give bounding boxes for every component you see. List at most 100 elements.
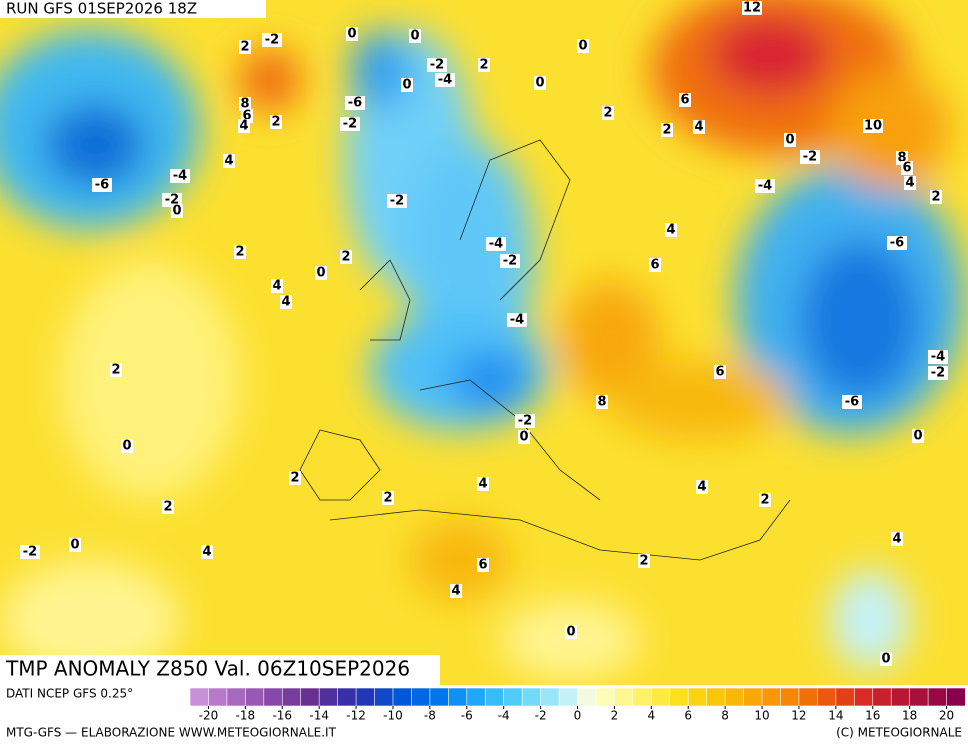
contour-label: -4 bbox=[510, 313, 524, 328]
label-bg bbox=[289, 471, 301, 485]
contour-label: 2 bbox=[383, 491, 392, 506]
color-swatch bbox=[392, 687, 413, 707]
contour-label: 2 bbox=[931, 190, 940, 205]
contour-label: 4 bbox=[697, 480, 706, 495]
color-swatch bbox=[337, 687, 357, 707]
label-bg bbox=[863, 119, 883, 133]
label-bg bbox=[477, 477, 489, 491]
label-bg bbox=[409, 29, 421, 43]
label-bg bbox=[565, 625, 577, 639]
label-bg bbox=[679, 93, 691, 107]
label-bg bbox=[500, 254, 520, 268]
label-bg bbox=[661, 123, 673, 137]
label-bg bbox=[110, 363, 122, 377]
color-swatch bbox=[890, 687, 911, 707]
label-bg bbox=[842, 395, 862, 409]
label-bg bbox=[387, 194, 407, 208]
colorbar-tick-label: -20 bbox=[199, 709, 219, 723]
label-bg bbox=[534, 76, 546, 90]
colorbar-tick-label: 2 bbox=[611, 709, 619, 723]
label-bg bbox=[912, 429, 924, 443]
contour-label: 0 bbox=[566, 625, 575, 640]
contour-label: 6 bbox=[902, 161, 911, 176]
label-bg bbox=[170, 169, 190, 183]
label-bg bbox=[904, 176, 916, 190]
contour-label: 0 bbox=[881, 652, 890, 667]
color-swatch bbox=[743, 687, 763, 707]
contour-label: 0 bbox=[402, 78, 411, 93]
contour-label: -6 bbox=[890, 236, 904, 251]
colorbar-tick-label: 20 bbox=[939, 709, 954, 723]
label-bg bbox=[507, 313, 527, 327]
title-box bbox=[0, 655, 440, 685]
label-bg bbox=[800, 150, 820, 164]
label-bg bbox=[901, 161, 913, 175]
contour-label: 2 bbox=[271, 115, 280, 130]
contour-label: 6 bbox=[242, 109, 251, 124]
colorbar-tick-label: -16 bbox=[272, 709, 292, 723]
contour-label: 8 bbox=[597, 395, 606, 410]
contour-label: 0 bbox=[172, 204, 181, 219]
contour-label: 4 bbox=[272, 279, 281, 294]
color-swatch bbox=[208, 687, 228, 707]
color-swatch bbox=[374, 687, 394, 707]
contour-label: 2 bbox=[479, 58, 488, 73]
coastlines bbox=[299, 139, 791, 561]
contour-label: 0 bbox=[316, 266, 325, 281]
label-bg bbox=[696, 480, 708, 494]
contour-label: 8 bbox=[240, 97, 249, 112]
contour-label: -4 bbox=[758, 179, 772, 194]
color-swatch bbox=[263, 687, 283, 707]
colorbar-tick-label: -2 bbox=[535, 709, 547, 723]
label-bg bbox=[234, 245, 246, 259]
label-bg bbox=[649, 258, 661, 272]
label-bg bbox=[638, 554, 650, 568]
contour-label: 0 bbox=[410, 29, 419, 44]
contour-label: 6 bbox=[680, 93, 689, 108]
contour-label: 12 bbox=[743, 1, 761, 16]
color-swatch bbox=[448, 687, 468, 707]
label-bg bbox=[755, 179, 775, 193]
color-swatch bbox=[614, 687, 634, 707]
colorbar-tick-label: -18 bbox=[236, 709, 256, 723]
color-swatch bbox=[946, 687, 966, 707]
colorbar-tick-label: -6 bbox=[461, 709, 473, 723]
color-swatch bbox=[355, 687, 376, 707]
colorbar-tick-label: -10 bbox=[383, 709, 403, 723]
label-bg bbox=[887, 236, 907, 250]
label-bg bbox=[759, 493, 771, 507]
contour-label: 2 bbox=[240, 40, 249, 55]
contour-label: 2 bbox=[662, 123, 671, 138]
contour-label: 8 bbox=[897, 151, 906, 166]
label-bg bbox=[69, 538, 81, 552]
colorbar-tick-label: 12 bbox=[791, 709, 806, 723]
label-bg bbox=[486, 237, 506, 251]
label-bg bbox=[928, 366, 948, 380]
colorbar-tick-label: -12 bbox=[346, 709, 366, 723]
label-bg bbox=[340, 250, 352, 264]
label-bg bbox=[577, 39, 589, 53]
contour-label: 0 bbox=[122, 439, 131, 454]
label-bg bbox=[450, 584, 462, 598]
contour-label: -2 bbox=[430, 58, 444, 73]
label-bg bbox=[928, 350, 948, 364]
label-bg bbox=[435, 73, 455, 87]
label-bg bbox=[345, 96, 365, 110]
contour-label: 4 bbox=[239, 119, 248, 134]
contour-label: 0 bbox=[578, 39, 587, 54]
color-swatch bbox=[429, 687, 449, 707]
contour-label: 2 bbox=[163, 500, 172, 515]
color-swatch bbox=[540, 687, 560, 707]
contour-label: -6 bbox=[348, 96, 362, 111]
contour-label: 0 bbox=[913, 429, 922, 444]
label-bg bbox=[121, 439, 133, 453]
label-bg bbox=[239, 97, 251, 111]
map-field bbox=[0, 0, 968, 685]
label-bg bbox=[427, 58, 447, 72]
label-bg bbox=[930, 190, 942, 204]
label-bg bbox=[280, 295, 292, 309]
color-swatch bbox=[780, 687, 800, 707]
label-bg bbox=[880, 652, 892, 666]
contour-label: 4 bbox=[451, 584, 460, 599]
